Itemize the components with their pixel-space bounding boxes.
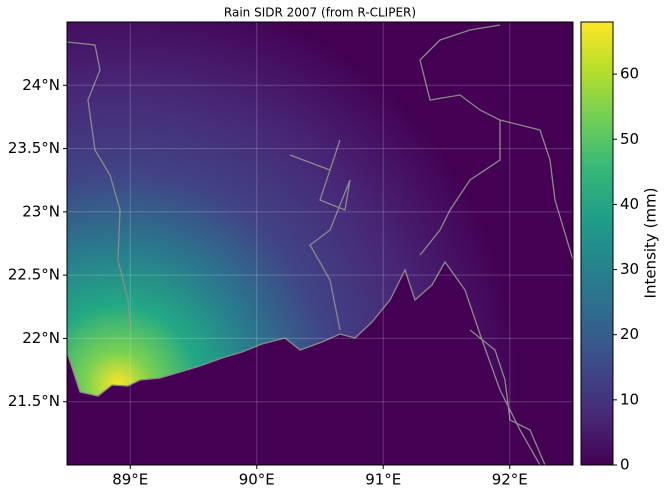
chart-title: Rain SIDR 2007 (from R-CLIPER) xyxy=(224,6,416,20)
colorbar-tick-label: 60 xyxy=(620,65,639,83)
colorbar xyxy=(580,21,614,466)
y-tick-label: 23°N xyxy=(22,202,60,220)
grid xyxy=(67,22,573,465)
sea xyxy=(67,262,540,465)
colorbar-tick-label: 50 xyxy=(620,130,639,148)
colorbar-tick-label: 10 xyxy=(620,390,639,408)
coastline xyxy=(67,24,573,465)
plot-frame xyxy=(66,21,574,466)
x-tick-label: 91°E xyxy=(365,471,401,489)
x-tick-label: 89°E xyxy=(112,471,148,489)
x-tick-label: 92°E xyxy=(492,471,528,489)
y-tick-label: 22°N xyxy=(22,329,60,347)
y-tick-label: 24°N xyxy=(22,76,60,94)
map xyxy=(67,22,573,465)
y-tick-label: 22.5°N xyxy=(8,266,60,284)
colorbar-tick-label: 20 xyxy=(620,325,639,343)
colorbar-tick-label: 0 xyxy=(620,456,630,474)
colorbar-tick-label: 30 xyxy=(620,260,639,278)
y-tick-label: 21.5°N xyxy=(8,392,60,410)
colorbar-label: Intensity (mm) xyxy=(642,188,660,299)
colorbar-tick-label: 40 xyxy=(620,195,639,213)
x-tick-label: 90°E xyxy=(239,471,275,489)
y-tick-label: 23.5°N xyxy=(8,139,60,157)
